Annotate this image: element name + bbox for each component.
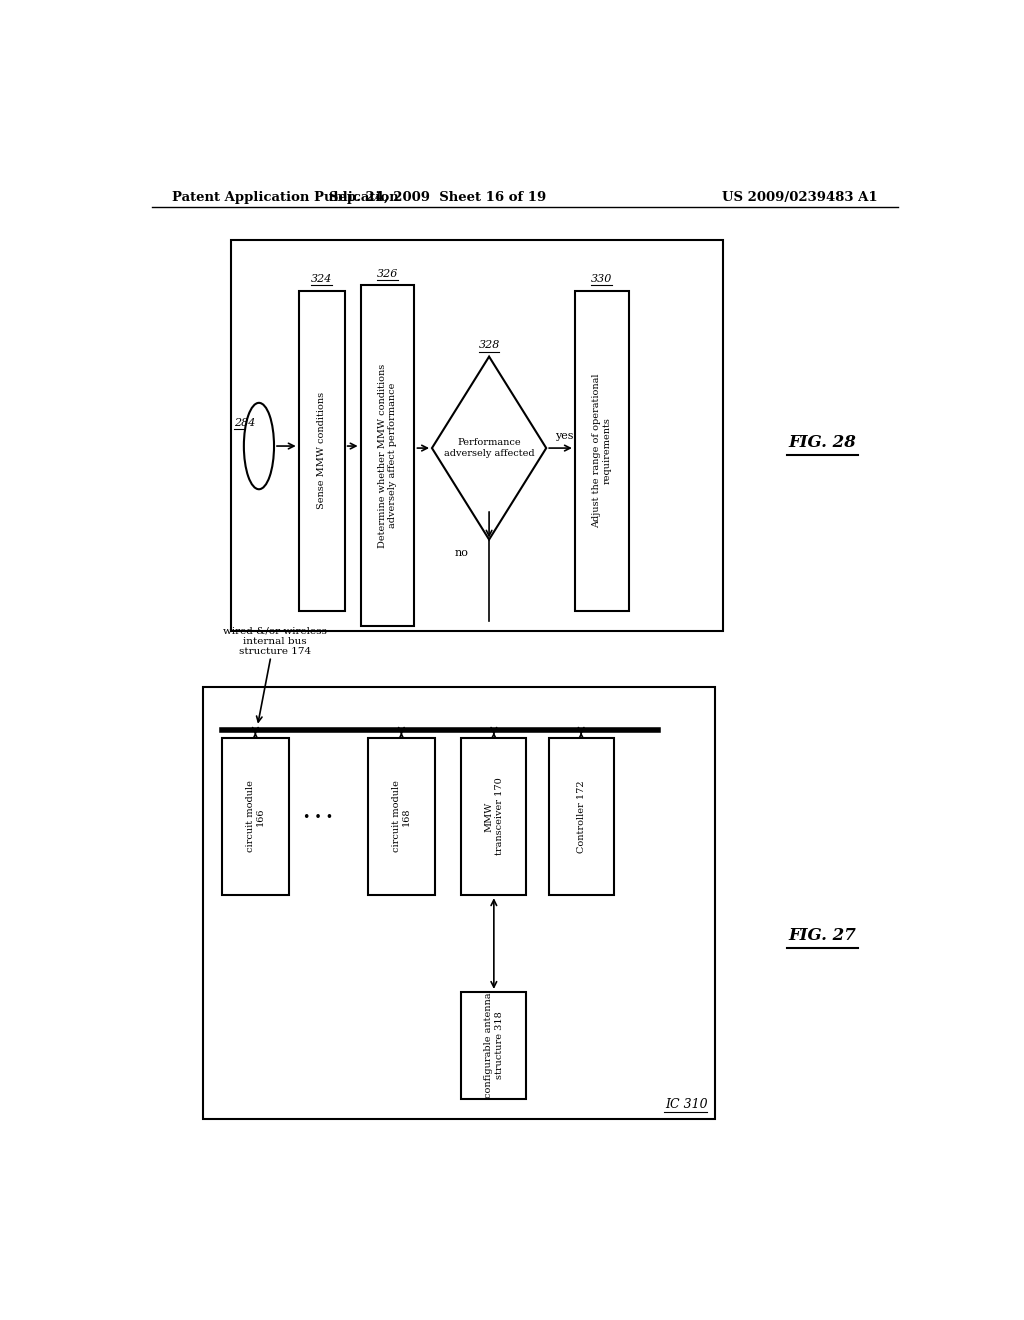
Bar [461,991,526,1098]
Bar [549,738,613,895]
Text: yes: yes [555,430,573,441]
Text: 326: 326 [377,269,398,280]
Text: US 2009/0239483 A1: US 2009/0239483 A1 [722,190,878,203]
Bar [221,738,289,895]
Bar [231,240,723,631]
Text: 328: 328 [478,341,500,351]
Text: 284: 284 [233,417,255,428]
Text: Determine whether MMW conditions
adversely affect performance: Determine whether MMW conditions adverse… [378,363,397,548]
Text: configurable antenna
structure 318: configurable antenna structure 318 [484,993,504,1098]
Text: 330: 330 [591,275,612,284]
Text: Sep. 24, 2009  Sheet 16 of 19: Sep. 24, 2009 Sheet 16 of 19 [329,190,546,203]
Text: FIG. 27: FIG. 27 [788,928,856,944]
Text: Performance
adversely affected: Performance adversely affected [443,438,535,458]
Bar [461,738,526,895]
Text: Adjust the range of operational
requirements: Adjust the range of operational requirem… [592,374,611,528]
Bar [204,686,715,1119]
Bar [299,290,345,611]
Text: Sense MMW conditions: Sense MMW conditions [317,392,326,510]
Text: circuit module
168: circuit module 168 [392,780,411,853]
Text: wired &/or wireless
internal bus
structure 174: wired &/or wireless internal bus structu… [223,627,327,656]
Text: • • •: • • • [303,810,334,824]
Text: no: no [455,548,468,557]
Text: Patent Application Publication: Patent Application Publication [172,190,398,203]
Text: 324: 324 [311,275,333,284]
Text: circuit module
166: circuit module 166 [246,780,265,853]
Polygon shape [432,356,546,540]
Text: FIG. 28: FIG. 28 [788,434,856,451]
Bar [368,738,435,895]
Ellipse shape [244,403,274,490]
Text: Controller 172: Controller 172 [577,780,586,853]
Bar [574,290,629,611]
Bar [360,285,415,626]
Text: IC 310: IC 310 [665,1098,708,1110]
Text: MMW
transceiver 170: MMW transceiver 170 [484,777,504,855]
